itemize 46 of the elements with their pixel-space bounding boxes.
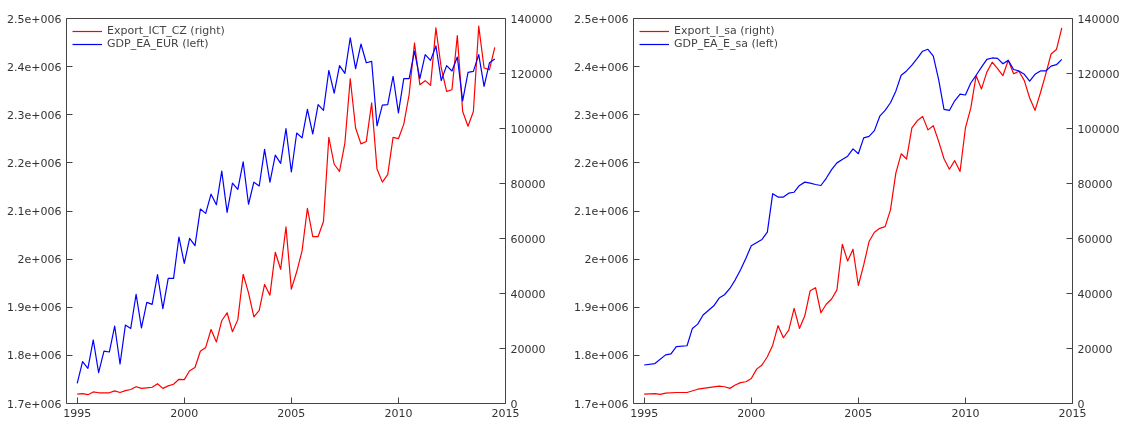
y2-tick-label: 100000 [1077,122,1120,136]
y-tick-label: 1.7e+006 [574,397,629,411]
y-tick-label: 2.3e+006 [7,108,62,122]
y2-tick-label: 20000 [510,342,546,356]
y2-tick-label: 60000 [510,232,546,246]
y-tick-label: 2.1e+006 [574,205,629,218]
x-tick-label: 2010 [951,406,980,420]
x-tick-label: 2010 [384,406,413,420]
legend-label: Export_ICT_CZ (right) [107,24,225,37]
y-tick-label: 2.5e+006 [574,12,629,26]
x-tick-label: 2015 [491,406,520,420]
y-tick-label: 2.4e+006 [7,60,62,74]
y2-tick-label: 40000 [1077,287,1113,301]
y-tick-label: 1.8e+006 [7,349,62,363]
y2-tick-label: 140000 [1077,12,1120,26]
y-tick-label: 1.8e+006 [574,349,629,363]
y2-tick-label: 140000 [510,12,553,26]
y-tick-label: 1.7e+006 [7,397,62,411]
y2-tick-label: 20000 [1077,342,1113,356]
y2-tick-label: 80000 [1077,177,1113,191]
y-tick-label: 2e+006 [584,253,629,267]
x-tick-label: 2000 [170,406,199,420]
y-tick-label: 2.3e+006 [574,108,629,122]
y-tick-label: 2.5e+006 [7,12,62,26]
legend-label: GDP_EA_EUR (left) [107,37,209,50]
y-tick-label: 2.2e+006 [7,156,62,170]
y-tick-label: 2.4e+006 [574,60,629,74]
y-tick-label: 1.9e+006 [7,301,62,315]
x-tick-label: 2005 [844,406,873,420]
x-tick-label: 2000 [737,406,766,420]
x-tick-label: 2005 [277,406,306,420]
y2-tick-label: 120000 [510,67,553,81]
y2-tick-label: 80000 [510,177,546,191]
x-tick-label: 1995 [630,406,659,420]
legend-label: GDP_EA_E_sa (left) [674,37,778,50]
y-tick-label: 2.2e+006 [574,156,629,170]
y-tick-label: 2e+006 [17,253,62,267]
x-tick-label: 2015 [1058,406,1087,420]
y2-tick-label: 60000 [1077,232,1113,246]
y2-tick-label: 40000 [510,287,546,301]
legend-label: Export_I_sa (right) [674,24,775,37]
y2-tick-label: 100000 [510,122,553,136]
y-tick-label: 2.1e+006 [7,205,62,218]
y-tick-label: 1.9e+006 [574,301,629,315]
x-tick-label: 1995 [63,406,92,420]
y2-tick-label: 120000 [1077,67,1120,81]
